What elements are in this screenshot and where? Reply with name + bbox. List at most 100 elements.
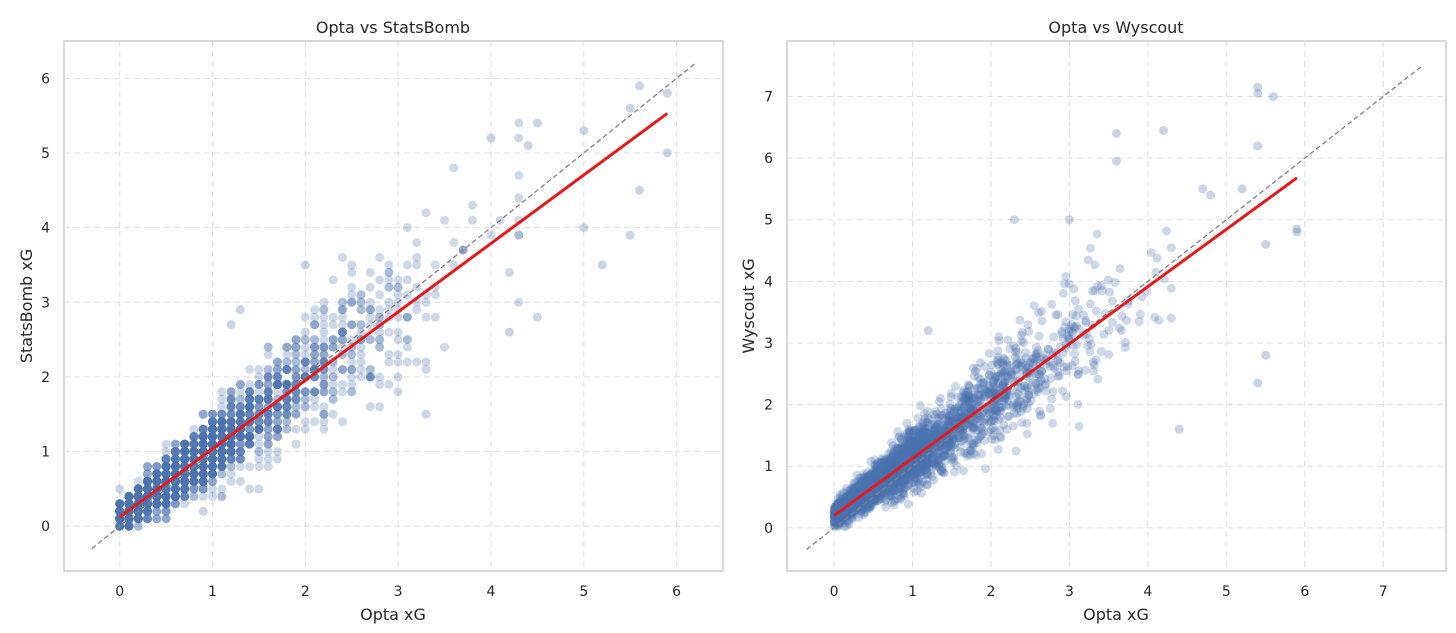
scatter-point (254, 417, 264, 427)
scatter-point (124, 491, 134, 501)
scatter-point (300, 327, 310, 337)
scatter-point (208, 469, 217, 479)
scatter-point (226, 439, 236, 449)
scatter-point (217, 454, 227, 464)
scatter-point (245, 409, 255, 419)
scatter-point (430, 312, 440, 322)
scatter-point (310, 320, 320, 330)
scatter-point (152, 476, 162, 486)
scatter-point (235, 409, 245, 419)
scatter-point (161, 499, 171, 509)
scatter-point (143, 506, 152, 516)
scatter-point (198, 439, 208, 449)
scatter-point (217, 447, 227, 457)
scatter-point (143, 476, 152, 486)
scatter-point (143, 484, 152, 494)
scatter-point (356, 290, 366, 300)
scatter-point (226, 417, 236, 427)
scatter-point (226, 424, 236, 434)
scatter-point (412, 253, 422, 262)
scatter-point (143, 462, 152, 471)
scatter-point (310, 387, 320, 397)
scatter-point (170, 447, 180, 457)
scatter-point (152, 476, 162, 486)
scatter-point (208, 462, 217, 471)
scatter-point (235, 447, 245, 457)
scatter-point (189, 469, 199, 479)
scatter-point (161, 469, 171, 479)
scatter-point (347, 379, 357, 389)
scatter-point (375, 275, 385, 285)
scatter-point (254, 379, 264, 389)
scatter-point (208, 424, 217, 434)
scatter-point (365, 365, 375, 374)
scatter-point (143, 506, 152, 516)
scatter-point (198, 439, 208, 449)
scatter-point (375, 290, 385, 300)
scatter-point (170, 439, 180, 449)
scatter-point (189, 469, 199, 479)
scatter-point (152, 469, 162, 479)
scatter-point (189, 447, 199, 457)
scatter-point (338, 365, 347, 374)
scatter-point (180, 439, 190, 449)
scatter-point (514, 118, 524, 128)
scatter-point (143, 476, 152, 486)
scatter-point (143, 484, 152, 494)
scatter-point (189, 469, 199, 479)
scatter-point (152, 476, 162, 486)
scatter-point (152, 499, 162, 509)
scatter-point (254, 424, 264, 434)
scatter-point (124, 499, 134, 509)
scatter-point (170, 447, 180, 457)
scatter-point (254, 439, 264, 449)
scatter-point (282, 417, 292, 427)
scatter-point (291, 365, 301, 374)
y-tick-label: 5 (41, 146, 50, 162)
scatter-point (180, 454, 190, 464)
scatter-point (115, 506, 125, 516)
scatter-point (217, 447, 227, 457)
scatter-point (347, 320, 357, 330)
scatter-point (245, 409, 255, 419)
scatter-point-outlier (421, 409, 431, 419)
scatter-point (115, 506, 125, 516)
scatter-point (161, 469, 171, 479)
scatter-point (356, 357, 366, 367)
scatter-point (161, 454, 171, 464)
scatter-point (133, 484, 143, 494)
scatter-point (226, 424, 236, 434)
scatter-point (421, 208, 431, 218)
scatter-point (208, 424, 217, 434)
scatter-point (514, 193, 524, 203)
scatter-point (170, 491, 180, 501)
scatter-point (152, 499, 162, 509)
scatter-point (189, 476, 199, 486)
scatter-point (198, 462, 208, 471)
scatter-point (263, 387, 273, 397)
scatter-point (208, 476, 217, 486)
scatter-point (124, 499, 134, 509)
scatter-point (263, 342, 273, 352)
scatter-point (393, 387, 403, 397)
scatter-point (273, 372, 282, 382)
scatter-point (328, 394, 338, 404)
scatter-point (133, 491, 143, 501)
scatter-point (217, 462, 227, 471)
scatter-point-outlier (634, 81, 644, 91)
scatter-point (189, 447, 199, 457)
scatter-point (208, 432, 217, 442)
scatter-point (180, 454, 190, 464)
scatter-point (124, 521, 134, 531)
scatter-point (338, 305, 347, 315)
scatter-point (198, 462, 208, 471)
scatter-point (161, 462, 171, 471)
scatter-point (1114, 323, 1124, 333)
scatter-point (347, 365, 357, 374)
scatter-point (328, 335, 338, 345)
scatter-point (124, 521, 134, 531)
scatter-point (217, 454, 227, 464)
scatter-point (338, 305, 347, 315)
